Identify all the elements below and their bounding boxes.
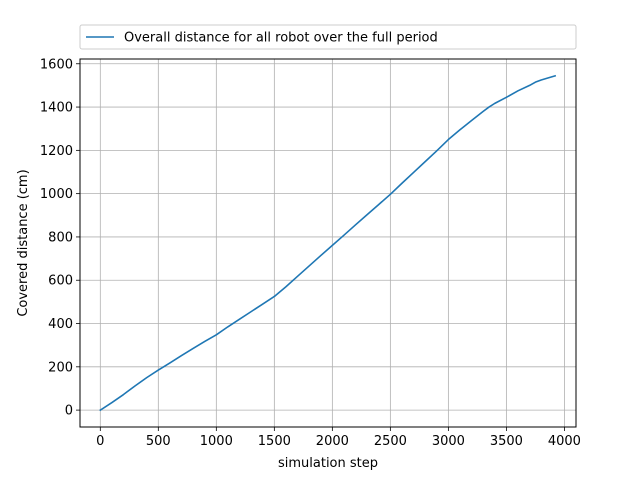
x-tick-label: 3000 [432,434,465,449]
y-tick-label: 1000 [40,187,73,202]
y-tick-label: 0 [65,404,73,419]
legend-label: Overall distance for all robot over the … [124,31,438,46]
plot-area-frame [79,58,577,428]
y-tick-label: 1600 [40,57,73,72]
series-line [99,74,557,412]
x-tick-label: 4000 [548,434,581,449]
legend-box [79,24,577,50]
y-tick-label: 400 [48,317,73,332]
x-axis-title: simulation step [278,456,378,471]
legend: Overall distance for all robot over the … [79,24,577,50]
y-tick-label: 600 [48,274,73,289]
x-tick-label: 1000 [200,434,233,449]
y-tick-label: 1400 [40,101,73,116]
x-axis-ticks: 0 500 1000 1500 2000 2500 3000 3500 4000 [96,427,581,449]
x-tick-label: 0 [96,434,104,449]
x-tick-label: 1500 [258,434,291,449]
y-tick-label: 1200 [40,144,73,159]
x-tick-label: 2000 [316,434,349,449]
x-tick-label: 2500 [374,434,407,449]
x-tick-label: 500 [146,434,171,449]
y-tick-label: 200 [48,360,73,375]
y-tick-label: 800 [48,230,73,245]
series-layer [99,74,557,412]
x-tick-label: 3500 [490,434,523,449]
y-axis-title: Covered distance (cm) [16,169,31,316]
y-axis-ticks: 0 200 400 600 800 1000 1200 1400 1600 [40,57,80,419]
